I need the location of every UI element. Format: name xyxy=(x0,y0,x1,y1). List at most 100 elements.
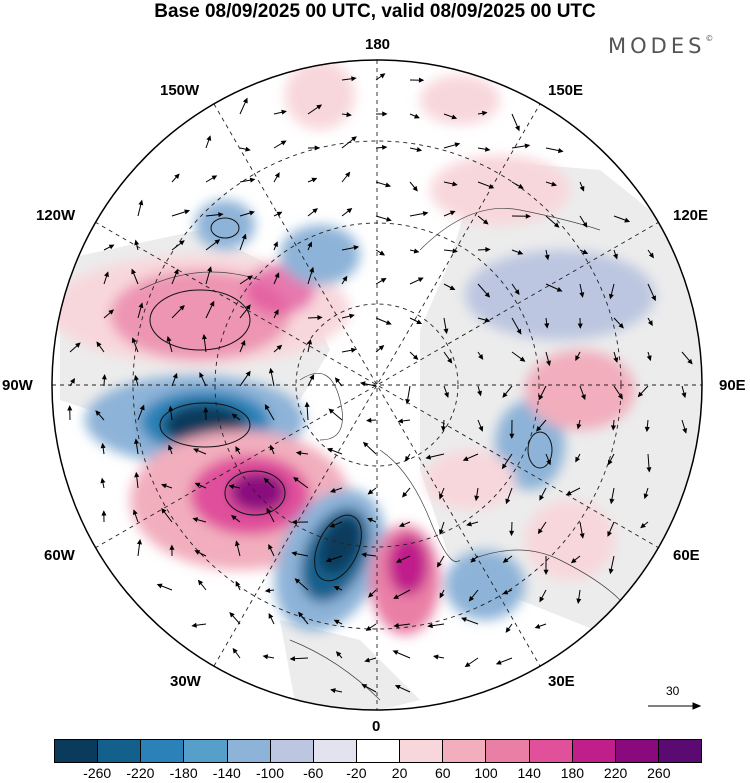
wind-vector-head xyxy=(281,109,287,115)
wind-vector-head xyxy=(385,182,392,188)
wind-vector-head xyxy=(192,517,199,523)
wind-vector-head xyxy=(516,328,522,335)
wind-vector-head xyxy=(470,557,477,563)
wind-vector-head xyxy=(556,286,563,292)
wind-vector-head xyxy=(317,315,323,321)
legend-tick-label: 140 xyxy=(517,765,541,781)
wind-vector-head xyxy=(178,240,185,246)
lon-label-150w: 150W xyxy=(160,82,200,99)
wind-vector-head xyxy=(402,491,408,498)
wind-vector-head xyxy=(334,377,341,383)
wind-vector-head xyxy=(381,144,388,150)
wind-vector-head xyxy=(245,304,251,310)
wind-vector-head xyxy=(474,495,480,502)
wind-vector-head xyxy=(362,441,369,448)
legend-swatch xyxy=(98,740,142,762)
wind-vector-head xyxy=(502,589,509,595)
wind-vector-head xyxy=(201,333,207,340)
wind-vector-head xyxy=(412,354,419,360)
wind-vector-head xyxy=(449,210,456,216)
lon-label-180: 180 xyxy=(365,36,391,53)
wind-vector-head xyxy=(345,171,351,178)
legend-swatch xyxy=(270,740,314,762)
wind-vector-head xyxy=(618,322,624,329)
wind-vector-head xyxy=(136,538,143,545)
wind-vector-head xyxy=(328,408,335,414)
wind-vector-head xyxy=(608,568,614,575)
wind-vector-head xyxy=(168,444,173,451)
wind-vector-head xyxy=(134,471,140,478)
wind-vector-head xyxy=(335,651,342,657)
wind-vector-head xyxy=(327,447,333,453)
wind-vector-head xyxy=(575,355,580,362)
wind-vector-head xyxy=(214,239,221,245)
wind-vector-head xyxy=(166,335,172,342)
wind-vector-head xyxy=(452,181,458,187)
wind-vector-head xyxy=(484,317,491,323)
wind-vector-head xyxy=(565,490,572,496)
wind-vector-head xyxy=(314,145,320,151)
wind-vector-head xyxy=(108,309,115,315)
wind-vector-head xyxy=(413,248,420,254)
wind-vector-head xyxy=(509,530,515,537)
wind-vector-head xyxy=(70,378,76,384)
wind-vector-head xyxy=(539,596,545,603)
wind-vector-head xyxy=(464,662,471,668)
legend-swatch xyxy=(356,740,401,762)
brand-text: MODES xyxy=(608,34,706,58)
wind-vector-head xyxy=(95,410,101,416)
wind-vector-head xyxy=(131,337,137,344)
wind-vector-head xyxy=(333,619,340,625)
wind-vector-head xyxy=(544,254,550,261)
wind-vector-head xyxy=(543,569,549,575)
wind-vector-head xyxy=(444,392,449,398)
wind-vector-head xyxy=(350,347,357,353)
wind-vector-head xyxy=(468,595,475,602)
brand-mark: © xyxy=(705,34,714,43)
legend-tick-label: 20 xyxy=(391,765,408,781)
wind-vector-head xyxy=(557,148,564,154)
wind-vector-head xyxy=(349,313,355,319)
wind-vector-head xyxy=(412,185,418,192)
legend-tick-label: 60 xyxy=(435,765,451,781)
wind-vector-head xyxy=(488,183,495,189)
wind-vector-head xyxy=(436,561,442,568)
legend-swatch xyxy=(55,740,99,762)
wind-vector-head xyxy=(422,211,429,217)
wind-vector-head xyxy=(262,654,269,660)
wind-vector-head xyxy=(173,268,179,275)
legend-tick-label: -100 xyxy=(255,765,285,781)
wind-vector-head xyxy=(579,185,585,192)
lon-label-60w: 60W xyxy=(44,547,75,564)
wind-vector-head xyxy=(307,241,313,248)
wind-vector-head xyxy=(312,208,319,214)
wind-vector-head xyxy=(242,97,248,104)
wind-vector-head xyxy=(291,519,297,525)
legend-swatch xyxy=(400,740,444,762)
wind-vector-head xyxy=(609,498,615,505)
wind-vector-head xyxy=(273,309,279,316)
wind-vector-head xyxy=(330,688,336,694)
wind-vector-head xyxy=(379,73,386,79)
wind-vector-head xyxy=(365,625,372,631)
legend-swatch xyxy=(658,740,702,762)
wind-vector-head xyxy=(386,216,392,222)
wind-vector-head xyxy=(644,426,650,433)
wind-vector-head xyxy=(264,404,270,410)
wind-vector-head xyxy=(394,684,401,690)
wind-vector-head xyxy=(367,489,374,495)
wind-vector-head xyxy=(179,304,185,311)
wind-vector-head xyxy=(298,611,304,618)
wind-vector-head xyxy=(291,551,297,557)
wind-vector-head xyxy=(613,357,619,363)
wind-vector-head xyxy=(333,586,340,591)
wind-vector-head xyxy=(505,627,511,633)
wind-vector-head xyxy=(100,442,106,449)
wind-vector-head xyxy=(361,552,367,558)
wind-vector-head xyxy=(197,579,204,586)
wind-vector-head xyxy=(207,266,213,273)
wind-vector-head xyxy=(346,208,353,214)
legend-swatch xyxy=(443,740,487,762)
wind-vector-head xyxy=(203,407,209,413)
wind-vector-head xyxy=(425,454,432,460)
